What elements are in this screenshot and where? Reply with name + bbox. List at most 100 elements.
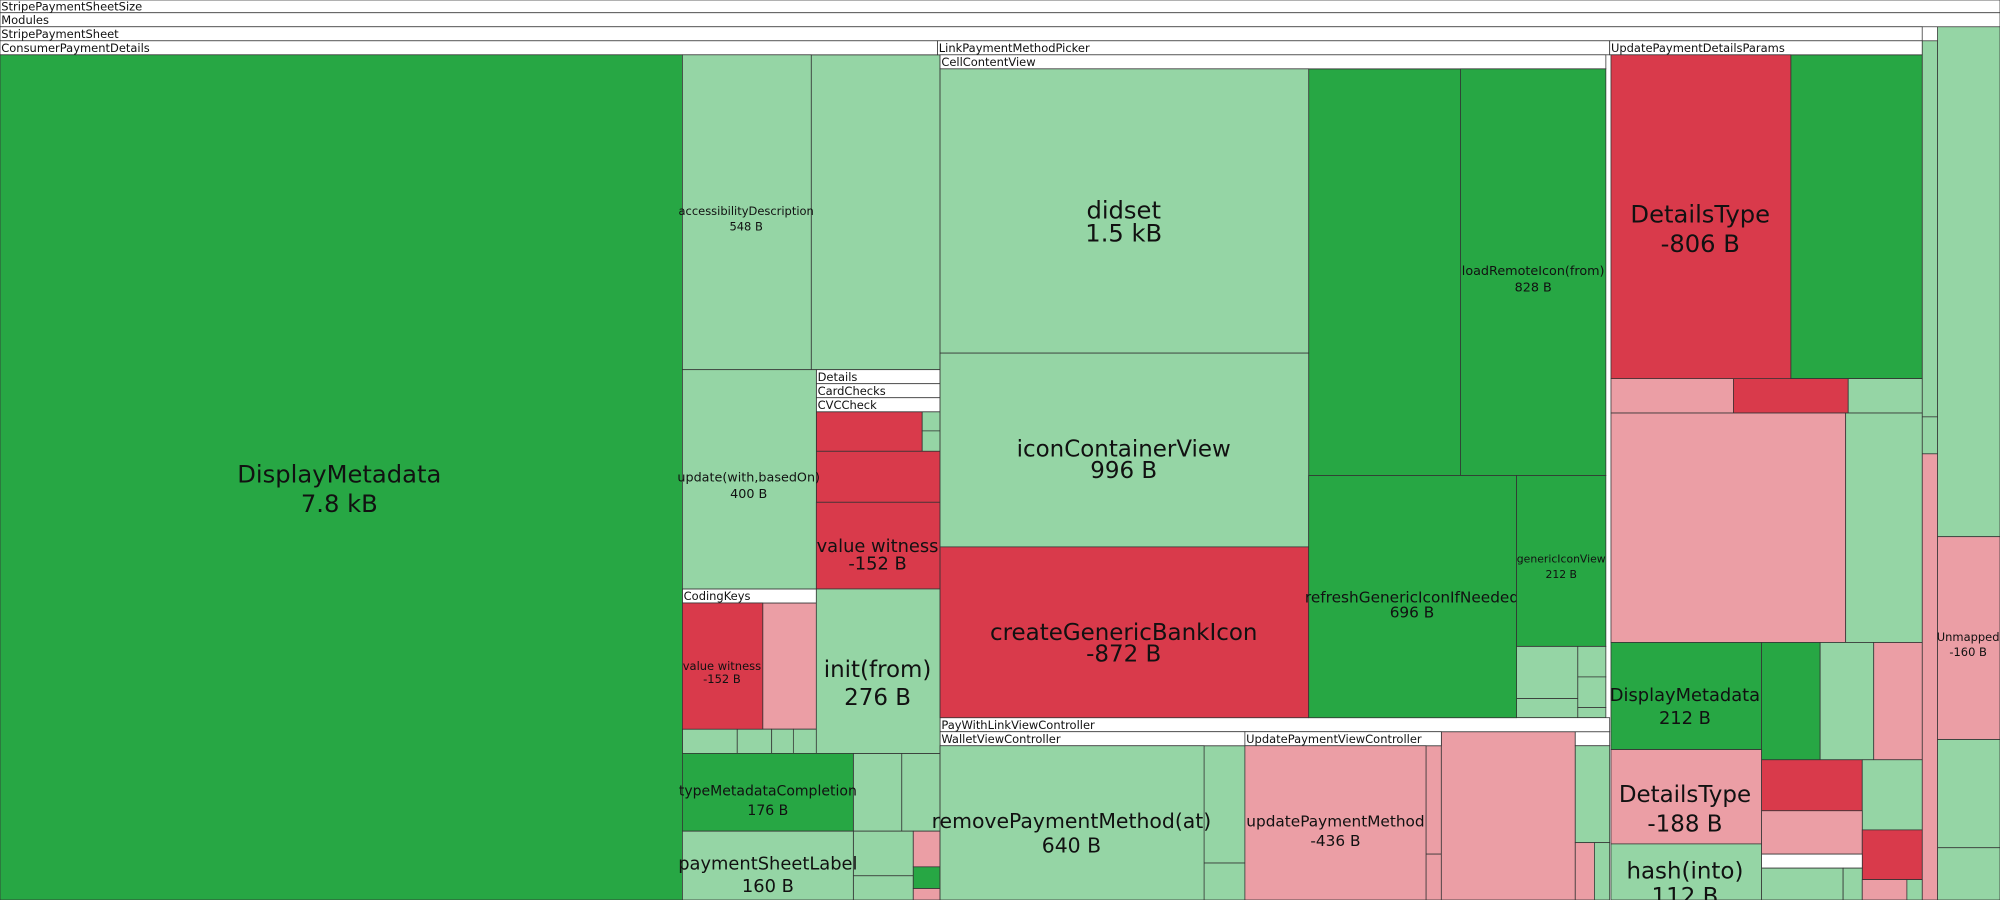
block bbox=[736, 728, 773, 754]
group-header: Modules bbox=[1, 13, 49, 27]
block-name: value witness bbox=[817, 536, 939, 557]
block-size: -872 B bbox=[1086, 642, 1161, 668]
block bbox=[1610, 54, 1792, 379]
block bbox=[815, 411, 923, 452]
group-header: UpdatePaymentViewController bbox=[1246, 732, 1422, 746]
block bbox=[1574, 842, 1595, 900]
block-name: refreshGenericIconIfNeeded bbox=[1305, 588, 1519, 606]
block bbox=[1937, 12, 2000, 538]
block bbox=[1577, 645, 1607, 678]
block-name: typeMetadataCompletion bbox=[679, 784, 857, 800]
block bbox=[1574, 745, 1611, 844]
block bbox=[1921, 40, 1938, 418]
block bbox=[912, 830, 941, 868]
block bbox=[1921, 416, 1938, 455]
group-header: Details bbox=[818, 370, 858, 384]
block-name: createGenericBankIcon bbox=[990, 620, 1257, 646]
block bbox=[1761, 759, 1863, 812]
block-name: DisplayMetadata bbox=[1610, 685, 1760, 706]
block-name: accessibilityDescription bbox=[679, 204, 814, 218]
block bbox=[1610, 749, 1762, 845]
block bbox=[921, 411, 941, 432]
group-header: PayWithLinkViewController bbox=[941, 718, 1095, 732]
block bbox=[1845, 412, 1923, 643]
block bbox=[1761, 810, 1863, 855]
block bbox=[1425, 853, 1442, 900]
block-size: 212 B bbox=[1659, 708, 1711, 729]
block-name: init(from) bbox=[824, 657, 932, 683]
block-size: -152 B bbox=[848, 554, 906, 575]
block bbox=[1460, 68, 1607, 476]
block-name: paymentSheetLabel bbox=[678, 853, 857, 874]
block-size: 1.5 kB bbox=[1085, 220, 1162, 248]
block-name: iconContainerView bbox=[1017, 437, 1231, 463]
block bbox=[0, 0, 2000, 14]
block bbox=[1577, 676, 1607, 708]
block bbox=[810, 54, 941, 371]
block bbox=[682, 728, 738, 754]
block bbox=[815, 450, 941, 503]
block bbox=[1308, 68, 1461, 476]
block bbox=[0, 26, 1923, 42]
block bbox=[1906, 879, 1923, 900]
block-size: -436 B bbox=[1310, 832, 1360, 850]
block bbox=[1842, 867, 1863, 900]
block bbox=[1594, 842, 1611, 900]
block bbox=[852, 753, 903, 832]
block bbox=[762, 602, 817, 730]
block bbox=[1610, 378, 1734, 414]
block bbox=[1516, 645, 1579, 699]
block-size: 548 B bbox=[729, 219, 763, 233]
block-name: updatePaymentMethod bbox=[1246, 813, 1424, 831]
block bbox=[1761, 853, 1863, 869]
block bbox=[1610, 843, 1762, 900]
block bbox=[939, 352, 1310, 548]
block bbox=[939, 546, 1310, 719]
block bbox=[1610, 412, 1847, 643]
block bbox=[1516, 698, 1579, 719]
group-header: CVCCheck bbox=[818, 398, 878, 412]
block bbox=[771, 728, 794, 754]
block bbox=[852, 875, 914, 900]
block bbox=[1516, 475, 1607, 647]
block bbox=[921, 430, 941, 452]
block bbox=[1937, 536, 2000, 740]
block bbox=[682, 830, 854, 900]
block-name: Unmapped bbox=[1937, 630, 2000, 644]
block bbox=[1308, 475, 1517, 719]
block bbox=[1425, 745, 1442, 855]
block bbox=[1610, 642, 1762, 750]
block bbox=[1847, 378, 1923, 414]
block bbox=[682, 369, 817, 590]
block-size: 112 B bbox=[1652, 884, 1719, 900]
block-name: DetailsType bbox=[1619, 782, 1751, 808]
group-header: StripePaymentSheet bbox=[1, 27, 119, 41]
block-size: 400 B bbox=[730, 487, 767, 502]
block-name: removePaymentMethod(at) bbox=[932, 809, 1212, 833]
block bbox=[1440, 731, 1576, 900]
block bbox=[1577, 707, 1607, 719]
block bbox=[1733, 378, 1849, 414]
block-name: loadRemoteIcon(from) bbox=[1462, 264, 1605, 279]
block-size: 160 B bbox=[742, 876, 794, 897]
block bbox=[901, 753, 941, 832]
block-size: 176 B bbox=[747, 803, 788, 819]
block bbox=[1790, 54, 1923, 379]
block-size: -152 B bbox=[703, 672, 741, 686]
block-size: 996 B bbox=[1090, 458, 1157, 484]
block bbox=[1244, 745, 1427, 900]
block bbox=[1574, 731, 1611, 747]
block-name: hash(into) bbox=[1626, 858, 1743, 884]
block-size: 212 B bbox=[1545, 568, 1577, 581]
block bbox=[682, 54, 812, 371]
block-name: DisplayMetadata bbox=[237, 461, 441, 489]
block-size: -188 B bbox=[1647, 811, 1722, 837]
block bbox=[1873, 642, 1923, 761]
block-size: -160 B bbox=[1949, 645, 1987, 659]
block bbox=[1861, 829, 1923, 880]
block bbox=[852, 830, 914, 877]
block-size: 276 B bbox=[844, 685, 911, 711]
block-size: 640 B bbox=[1042, 833, 1101, 857]
block-name: DetailsType bbox=[1630, 200, 1770, 228]
block bbox=[0, 54, 683, 900]
